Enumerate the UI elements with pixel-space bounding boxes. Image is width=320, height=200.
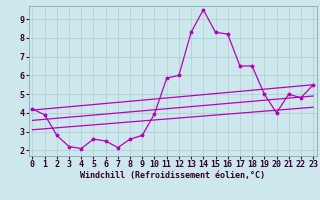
X-axis label: Windchill (Refroidissement éolien,°C): Windchill (Refroidissement éolien,°C) xyxy=(80,171,265,180)
